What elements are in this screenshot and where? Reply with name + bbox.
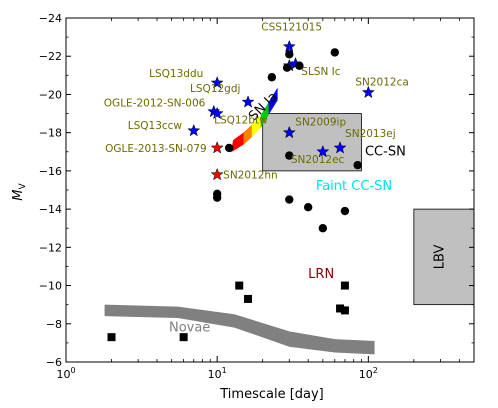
circle-marker: [285, 50, 294, 59]
star-marker: [316, 144, 330, 158]
star-marker: [241, 95, 255, 108]
circle-marker: [295, 61, 304, 70]
y-tick-label: −22: [39, 50, 62, 63]
point-annotation: OGLE-2013-SN-079: [105, 143, 207, 155]
square-marker: [179, 333, 188, 342]
x-tick-exponent: 2: [373, 366, 378, 375]
circle-marker: [303, 203, 313, 212]
square-marker: [336, 304, 345, 313]
star-marker: [187, 123, 201, 137]
circle-marker: [282, 63, 292, 72]
circle-marker: [318, 224, 328, 233]
circle-marker: [285, 151, 294, 160]
circle-marker: [224, 143, 234, 153]
star-marker: [210, 76, 224, 89]
y-tick-label: −18: [39, 127, 62, 140]
y-axis-title: MV: [11, 182, 28, 200]
points-layer: [107, 39, 375, 342]
x-tick-base: 10: [359, 368, 373, 381]
square-marker: [244, 294, 253, 303]
point-annotation: LSQ12gdj: [190, 83, 240, 95]
square-marker: [340, 306, 349, 315]
y-tick-label: −14: [39, 203, 62, 216]
point-annotation: LSQ12btw: [214, 115, 268, 127]
x-tick-label: 100: [56, 366, 75, 381]
point-annotation: LSQ13ddu: [149, 68, 203, 80]
regions-layer: CC-SN LBV Faint CC-SN LRN Novae: [169, 113, 475, 335]
circle-marker: [330, 48, 340, 57]
point-annotation: SN2009ip: [295, 117, 346, 129]
circle-marker: [340, 206, 350, 216]
star-marker: [210, 141, 224, 154]
star-marker: [333, 141, 347, 154]
region-label: CC-SN: [365, 145, 406, 160]
region-box: [413, 208, 475, 306]
star-marker: [361, 85, 375, 99]
y-tick-label: −16: [39, 165, 62, 178]
point-annotation: SLSN Ic: [301, 66, 340, 78]
square-marker: [107, 333, 116, 342]
x-tick-label: 102: [359, 366, 378, 381]
y-tick-label: −8: [46, 318, 62, 331]
region-label: LBV: [433, 244, 448, 269]
x-tick-exponent: 0: [70, 366, 75, 375]
novae-band: [104, 304, 375, 355]
annotations-layer: CSS121015 SLSN Ic LSQ13ddu SN2012ca LSQ12gdj…: [104, 22, 409, 182]
region-text-label: Faint CC-SN: [316, 179, 392, 194]
x-tick-exponent: 1: [222, 366, 227, 375]
y-tick-label: −6: [46, 356, 62, 369]
x-axis-title: Timescale [day]: [219, 387, 324, 402]
point-annotation: SN2012hn: [223, 170, 278, 182]
y-tick-label: −24: [39, 12, 62, 25]
y-axis-title-subscript: V: [18, 182, 28, 189]
star-marker: [210, 167, 224, 181]
point-annotation: SN2013ej: [345, 128, 396, 140]
sn-ia-band-segment: [243, 124, 253, 145]
star-marker: [210, 106, 224, 120]
sn-ia-band-segment: [268, 87, 278, 115]
circle-marker: [285, 195, 294, 204]
y-tick-label: −12: [39, 241, 62, 254]
region-text-label: Novae: [169, 320, 210, 335]
point-annotation: SN2012ec: [291, 154, 345, 166]
point-annotation: LSQ13ccw: [128, 120, 183, 132]
point-annotation: SN2012ca: [355, 77, 408, 89]
square-marker: [340, 281, 349, 290]
y-tick-label: −20: [39, 88, 62, 101]
star-marker: [282, 39, 296, 53]
x-tick-base: 10: [208, 368, 222, 381]
region-box: [262, 113, 362, 172]
region-text-label: LRN: [308, 267, 334, 282]
y-tick-label: −10: [39, 280, 62, 293]
star-marker: [282, 125, 296, 139]
point-annotation: OGLE-2012-SN-006: [104, 98, 206, 110]
x-tick-base: 10: [56, 368, 70, 381]
circle-marker: [267, 73, 277, 82]
square-marker: [235, 281, 244, 290]
x-tick-label: 101: [208, 366, 227, 381]
point-annotation: CSS121015: [261, 22, 322, 34]
circle-marker: [353, 160, 362, 170]
circle-marker: [212, 193, 222, 202]
